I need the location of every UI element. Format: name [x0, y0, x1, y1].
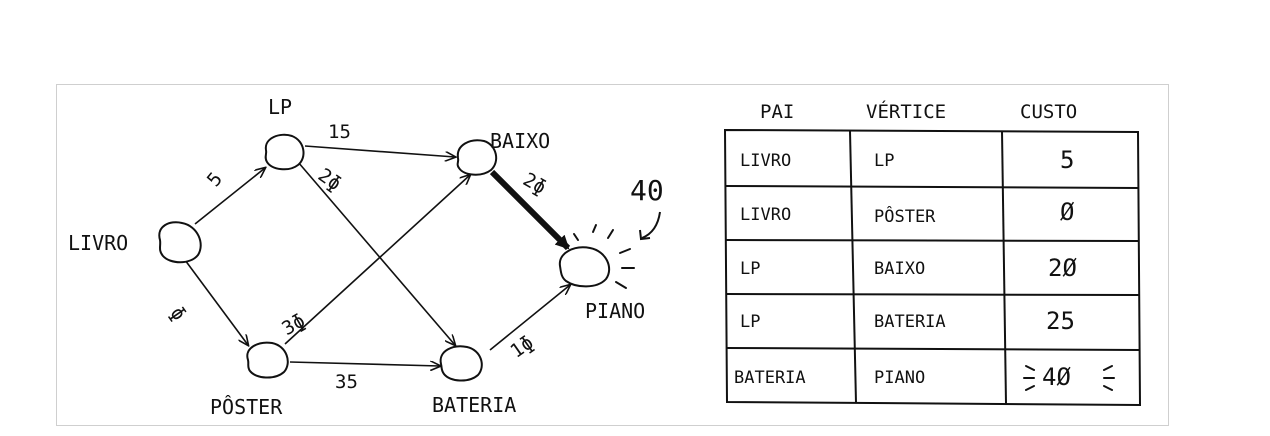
cost-sparkle-icon [1023, 365, 1115, 391]
piano-sparkle-icon [573, 224, 635, 289]
edge-livro-lp [194, 168, 265, 225]
node-livro [158, 221, 202, 264]
weight-lp-bateria: 2ɸ [314, 164, 345, 195]
node-label-poster: PÔSTER [210, 395, 283, 419]
edge-lp-baixo [304, 145, 455, 157]
weight-livro-lp: 5 [203, 168, 227, 191]
node-label-lp: LP [268, 95, 292, 119]
edge-baixo-piano-highlight [489, 169, 571, 251]
edge-bateria-piano [489, 285, 570, 351]
table-cell-custo: 5 [1060, 146, 1074, 174]
table-cell-custo: Ø [1060, 198, 1075, 226]
table-cell-custo: 25 [1046, 307, 1075, 335]
table-grid [723, 128, 1142, 407]
node-label-baixo: BAIXO [490, 129, 550, 153]
table-header-vertice: VÉRTICE [866, 100, 946, 123]
edge-lp-bateria [297, 161, 455, 345]
annotation-arrowhead-icon [639, 229, 651, 241]
table-cell-pai: LIVRO [740, 205, 791, 225]
node-piano [558, 246, 611, 288]
table-cell-vertice: BATERIA [874, 312, 946, 332]
table-cell-vertice: PIANO [874, 368, 925, 388]
node-bateria [439, 345, 483, 382]
node-label-livro: LIVRO [68, 231, 128, 255]
table-cell-pai: LP [740, 259, 760, 279]
diagram-frame [56, 84, 1169, 426]
node-poster [246, 341, 289, 379]
weight-baixo-piano: 2ɸ [519, 168, 550, 198]
weight-poster-baixo: 3ɸ [278, 310, 309, 340]
table-cell-pai: LIVRO [740, 151, 791, 171]
table-cell-pai: BATERIA [734, 368, 806, 388]
node-label-piano: PIANO [585, 299, 645, 323]
table-cell-vertice: LP [874, 151, 894, 171]
weight-lp-baixo: 15 [328, 121, 351, 143]
node-lp [264, 133, 305, 171]
table-cell-vertice: BAIXO [874, 259, 925, 279]
edge-poster-bateria [289, 362, 440, 366]
table-cell-vertice: PÔSTER [874, 205, 936, 227]
node-label-bateria: BATERIA [432, 393, 516, 417]
table-cell-custo: 2Ø [1048, 254, 1077, 282]
annotation-arrow-icon [641, 211, 661, 239]
table-cell-custo: 4Ø [1042, 363, 1071, 391]
node-baixo [456, 139, 498, 176]
annotation-total: 40 [630, 174, 664, 207]
weight-livro-poster: ɸ [166, 303, 191, 325]
edge-livro-poster [184, 259, 248, 345]
edge-poster-baixo [284, 175, 470, 345]
weight-poster-bateria: 35 [335, 371, 358, 393]
table-cell-pai: LP [740, 312, 760, 332]
table-header-custo: CUSTO [1020, 101, 1077, 123]
weight-bateria-piano: 1ɸ [506, 332, 537, 363]
table-header-pai: PAI [760, 101, 794, 123]
